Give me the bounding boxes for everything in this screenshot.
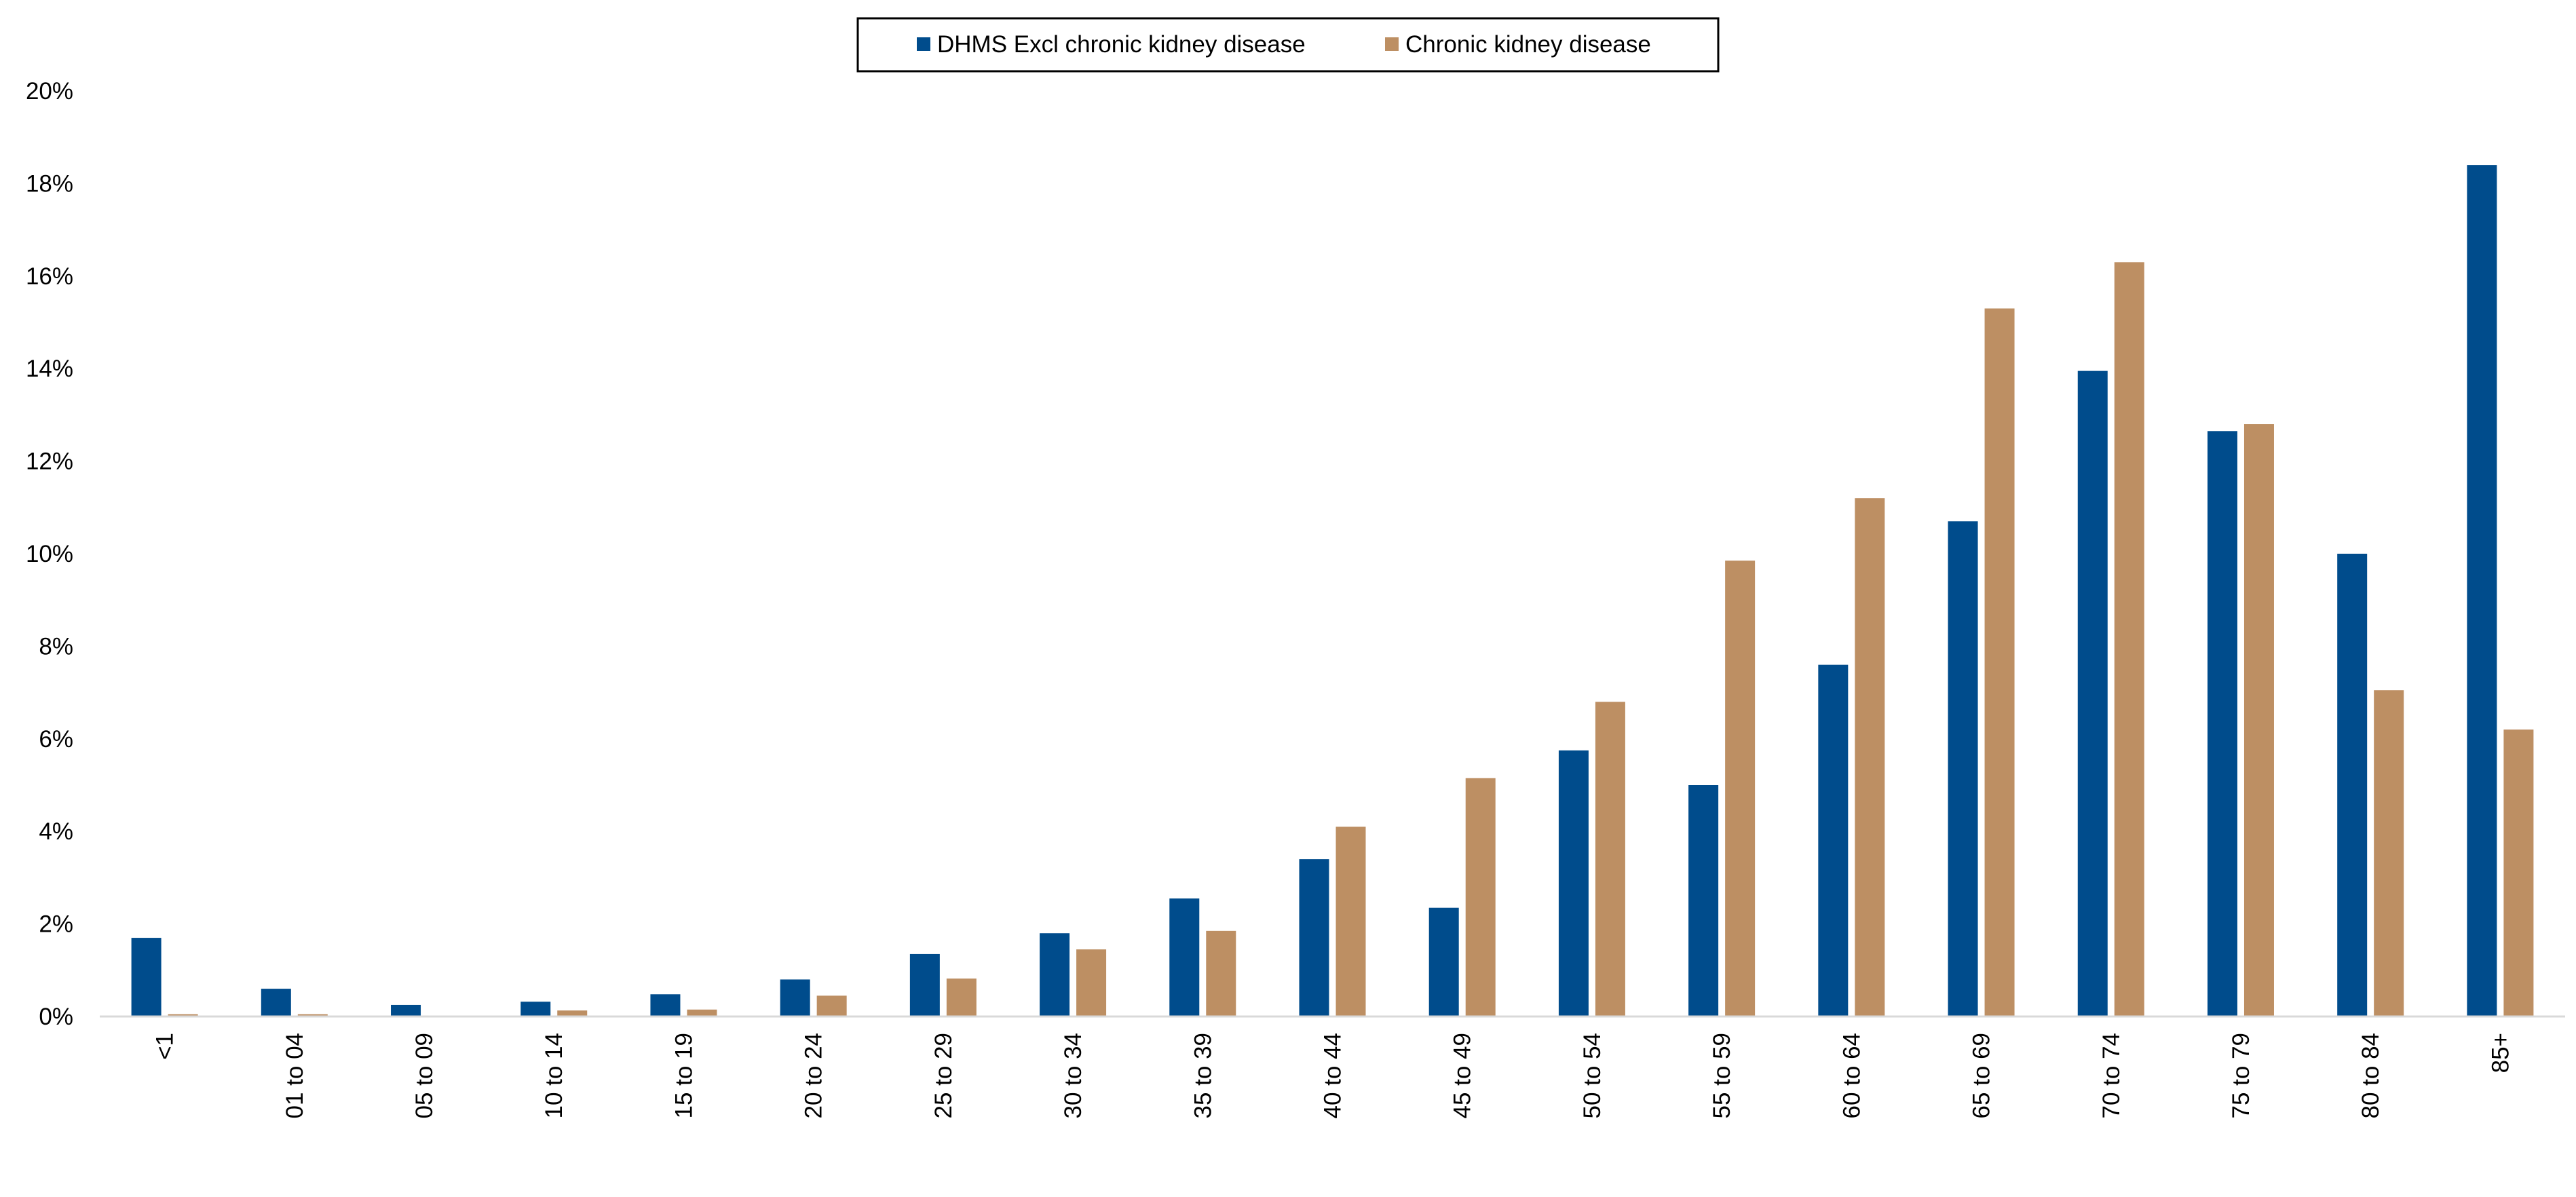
x-tick-label: 10 to 14 [541, 1033, 567, 1119]
legend-swatch-series-2 [1385, 37, 1399, 51]
bar-series-2 [1206, 930, 1236, 1016]
bar-series-2 [1984, 308, 2015, 1016]
bar-series-2 [557, 1010, 588, 1016]
legend-label-series-1: DHMS Excl chronic kidney disease [937, 31, 1306, 58]
x-tick-label: 70 to 74 [2098, 1033, 2125, 1119]
y-tick-label: 4% [39, 818, 73, 845]
y-tick-label: 6% [39, 726, 73, 753]
bar-series-1 [2077, 370, 2108, 1016]
bar-series-1 [780, 979, 810, 1016]
x-tick-label: 60 to 64 [1838, 1033, 1865, 1119]
bar-series-1 [261, 989, 291, 1016]
y-axis-tick-labels: 0% 2% 4% 6% 8% 10% 12% 14% 16% 18% 20% [26, 78, 73, 1030]
x-tick-label: 55 to 59 [1709, 1033, 1735, 1119]
y-tick-label: 20% [26, 78, 73, 104]
x-tick-label: 75 to 79 [2228, 1033, 2254, 1119]
x-tick-label: 20 to 24 [801, 1033, 827, 1119]
bar-series-2 [2374, 690, 2404, 1016]
x-tick-label: <1 [152, 1033, 178, 1060]
bar-series-2 [2114, 262, 2144, 1017]
bar-series-1 [2207, 431, 2237, 1016]
x-tick-label: 35 to 39 [1190, 1033, 1216, 1119]
y-tick-label: 18% [26, 170, 73, 197]
bar-series-2 [1855, 498, 1885, 1016]
bar-series-2 [687, 1009, 717, 1016]
bar-series-1 [909, 953, 940, 1016]
y-tick-label: 10% [26, 541, 73, 567]
bar-series-2 [816, 995, 847, 1016]
bar-series-2 [1725, 560, 1756, 1016]
bar-series-1 [2337, 554, 2368, 1016]
bar-series-1 [2467, 165, 2497, 1016]
bar-series-1 [1040, 933, 1070, 1016]
x-tick-label: 30 to 34 [1060, 1033, 1086, 1119]
x-tick-label: 05 to 09 [411, 1033, 438, 1119]
x-tick-label: 45 to 49 [1450, 1033, 1476, 1119]
x-tick-label: 40 to 44 [1320, 1033, 1346, 1119]
bar-series-2 [1595, 702, 1625, 1016]
x-tick-label: 50 to 54 [1579, 1033, 1606, 1119]
legend-label-series-2: Chronic kidney disease [1405, 31, 1651, 58]
bar-series-2 [1336, 826, 1366, 1016]
y-tick-label: 16% [26, 263, 73, 290]
bar-series-1 [1818, 664, 1849, 1016]
bar-series-2 [168, 1014, 198, 1016]
bar-series-2 [1465, 778, 1496, 1016]
x-axis-tick-labels: <1 01 to 04 05 to 09 10 to 14 15 to 19 20 to … [152, 1033, 2514, 1119]
y-tick-label: 14% [26, 356, 73, 382]
x-tick-label: 15 to 19 [670, 1033, 697, 1119]
bar-series-1 [1428, 907, 1459, 1016]
x-tick-label: 01 to 04 [282, 1033, 308, 1119]
y-tick-label: 2% [39, 911, 73, 938]
y-tick-label: 0% [39, 1004, 73, 1030]
legend-swatch-series-1 [917, 37, 930, 51]
bar-series-2 [1076, 949, 1107, 1016]
x-tick-label: 25 to 29 [930, 1033, 957, 1119]
bar-series-2 [946, 978, 977, 1016]
bar-series-2 [297, 1014, 328, 1016]
bar-series-2 [2503, 729, 2534, 1016]
x-tick-label: 65 to 69 [1969, 1033, 1995, 1119]
bar-series-1 [650, 994, 681, 1016]
bar-series-1 [520, 1002, 551, 1016]
legend-box [856, 17, 1720, 73]
bars [131, 165, 2534, 1017]
bar-series-2 [2243, 424, 2274, 1016]
bar-series-1 [1169, 898, 1200, 1016]
y-tick-label: 8% [39, 633, 73, 660]
legend: DHMS Excl chronic kidney disease Chronic… [856, 17, 1720, 73]
bar-series-1 [1299, 859, 1329, 1016]
bar-series-1 [1948, 521, 1978, 1016]
bar-series-1 [1688, 785, 1719, 1016]
x-tick-label: 85+ [2487, 1033, 2514, 1073]
bar-series-1 [1558, 750, 1589, 1016]
bar-series-1 [131, 938, 162, 1016]
y-tick-label: 12% [26, 449, 73, 475]
bar-series-1 [391, 1004, 421, 1016]
x-tick-label: 80 to 84 [2357, 1033, 2384, 1119]
